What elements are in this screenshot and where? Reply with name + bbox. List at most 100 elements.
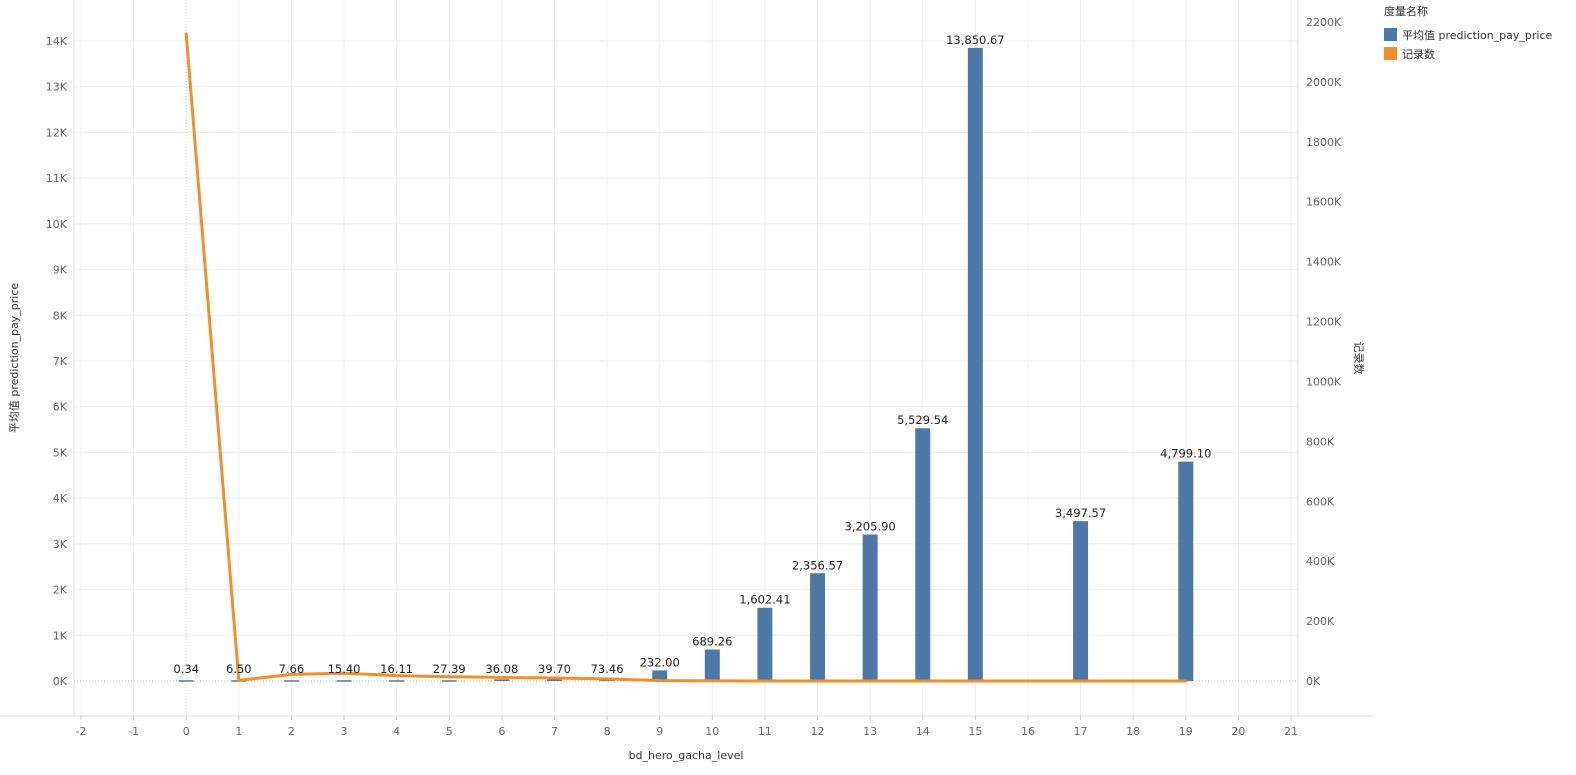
x-tick-label: 0	[183, 725, 190, 738]
y-tick-label: 6K	[53, 401, 68, 414]
bar-data-label: 27.39	[433, 662, 466, 676]
bar-data-label: 3,205.90	[845, 519, 896, 533]
x-tick-label: 14	[916, 725, 930, 738]
y-tick-label: 10K	[46, 218, 68, 231]
bar	[810, 573, 826, 681]
bar-data-label: 7.66	[279, 662, 305, 676]
y-tick-label: 7K	[53, 355, 68, 368]
y-tick-label: 8K	[53, 309, 68, 322]
bar	[704, 649, 720, 681]
y2-tick-label: 400K	[1306, 555, 1335, 568]
data-labels: 0.34 6.50 7.66 15.40 16.11 27.39 36.08 39.70 73.…	[173, 33, 1211, 676]
x-tick-label: 4	[393, 725, 400, 738]
record-count-line	[184, 32, 1188, 683]
legend: 度量名称 平均值 prediction_pay_price 记录数	[1384, 3, 1552, 63]
x-tick-label: 21	[1284, 725, 1298, 738]
legend-swatch-blue	[1384, 28, 1397, 41]
y-tick-label: 4K	[53, 492, 68, 505]
x-tick-label: 18	[1126, 725, 1140, 738]
y2-tick-label: 1000K	[1306, 375, 1342, 388]
y-tick-label: 11K	[46, 172, 68, 185]
y-tick-label: 0K	[53, 675, 68, 688]
x-tick-label: 1	[235, 725, 242, 738]
y2-tick-label: 1800K	[1306, 136, 1342, 149]
bar-data-label: 689.26	[692, 634, 732, 648]
y2-tick-label: 1400K	[1306, 256, 1342, 269]
bar-data-label: 1,602.41	[739, 593, 790, 607]
y-tick-label: 13K	[46, 81, 68, 94]
y-tick-label: 9K	[53, 264, 68, 277]
y2-tick-label: 200K	[1306, 615, 1335, 628]
bar	[389, 680, 405, 682]
legend-label: 平均值 prediction_pay_price	[1402, 28, 1553, 42]
bar	[178, 680, 194, 682]
bar-data-label: 4,799.10	[1160, 447, 1211, 461]
y-tick-label: 1K	[53, 629, 68, 642]
x-tick-label: 17	[1074, 725, 1088, 738]
y2-tick-label: 0K	[1306, 675, 1321, 688]
bar-data-label: 3,497.57	[1055, 506, 1106, 520]
x-tick-label: 3	[341, 725, 348, 738]
x-tick-label: -2	[76, 725, 87, 738]
bar-data-label: 39.70	[538, 662, 571, 676]
y2-tick-label: 800K	[1306, 435, 1335, 448]
x-tick-label: 7	[551, 725, 558, 738]
y2-tick-label: 1200K	[1306, 316, 1342, 329]
bar-data-label: 15.40	[328, 662, 361, 676]
bar	[494, 679, 510, 681]
bar	[967, 47, 983, 681]
y-tick-label: 12K	[46, 126, 68, 139]
bar-data-label: 6.50	[226, 662, 252, 676]
x-tick-label: -1	[128, 725, 139, 738]
line-series	[184, 32, 1188, 683]
bar	[336, 680, 352, 682]
legend-title: 度量名称	[1384, 5, 1428, 18]
x-tick-label: 12	[811, 725, 825, 738]
x-tick-label: 19	[1179, 725, 1193, 738]
x-tick-label: 20	[1231, 725, 1245, 738]
x-tick-label: 8	[604, 725, 611, 738]
bar	[1178, 461, 1194, 681]
chart-frame	[0, 0, 1374, 717]
y-tick-label: 5K	[53, 446, 68, 459]
bar-data-label: 73.46	[591, 662, 624, 676]
axis-ticks: 0K1K2K3K4K5K6K7K8K9K10K11K12K13K14K0K200…	[46, 16, 1342, 738]
bar-data-label: 232.00	[640, 655, 680, 669]
y-tick-label: 3K	[53, 538, 68, 551]
legend-item-record-count[interactable]: 记录数	[1384, 44, 1552, 63]
y-axis-title: 平均值 prediction_pay_price	[8, 283, 21, 434]
y2-tick-label: 2000K	[1306, 76, 1342, 89]
bar	[757, 607, 773, 681]
y-tick-label: 14K	[46, 35, 68, 48]
y2-tick-label: 1600K	[1306, 196, 1342, 209]
y-tick-label: 2K	[53, 584, 68, 597]
y2-tick-label: 600K	[1306, 495, 1335, 508]
bar-data-label: 2,356.57	[792, 558, 843, 572]
x-tick-label: 15	[968, 725, 982, 738]
bar	[652, 670, 668, 681]
x-tick-label: 9	[656, 725, 663, 738]
bar-data-label: 36.08	[485, 662, 518, 676]
gridlines	[74, 0, 1298, 716]
bar	[546, 679, 562, 681]
bar-data-label: 5,529.54	[897, 413, 948, 427]
bar-data-label: 16.11	[380, 662, 413, 676]
legend-item-avg-price[interactable]: 平均值 prediction_pay_price	[1384, 25, 1552, 44]
bar-data-label: 13,850.67	[946, 33, 1005, 47]
x-axis-title: bd_hero_gacha_level	[629, 749, 744, 762]
x-tick-label: 11	[758, 725, 772, 738]
y2-tick-label: 2200K	[1306, 16, 1342, 29]
x-tick-label: 16	[1021, 725, 1035, 738]
legend-label: 记录数	[1402, 47, 1435, 61]
x-tick-label: 6	[498, 725, 505, 738]
bar	[283, 680, 299, 682]
x-tick-label: 13	[863, 725, 877, 738]
bar-series	[178, 47, 1194, 682]
bar	[862, 534, 878, 681]
bar	[915, 428, 931, 681]
bar	[441, 680, 457, 682]
legend-swatch-orange	[1384, 47, 1397, 60]
bar	[1073, 521, 1089, 681]
y2-axis-title: 记录数	[1352, 342, 1365, 375]
